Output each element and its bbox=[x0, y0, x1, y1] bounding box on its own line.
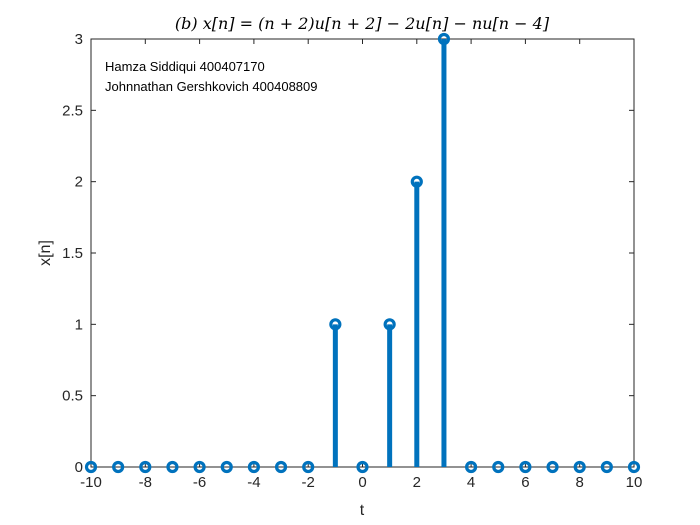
x-tick-label: 6 bbox=[521, 474, 529, 491]
stem-marker bbox=[166, 460, 179, 474]
plot-area bbox=[90, 38, 635, 468]
stem-marker bbox=[492, 460, 505, 474]
x-tick-label: -4 bbox=[247, 474, 260, 491]
x-tick-label: -6 bbox=[193, 474, 206, 491]
stem-marker bbox=[139, 460, 152, 474]
x-tick-label: 4 bbox=[467, 474, 475, 491]
stem-marker bbox=[627, 460, 641, 474]
stem-marker bbox=[193, 460, 206, 474]
stem-marker bbox=[410, 175, 423, 188]
stem-marker bbox=[600, 460, 613, 474]
stem-marker bbox=[383, 318, 396, 331]
x-axis-label: t bbox=[360, 502, 365, 519]
annotation-line-2: Johnnathan Gershkovich 400408809 bbox=[105, 79, 318, 94]
x-tick-label: 8 bbox=[576, 474, 584, 491]
y-tick-labels: 0 0.5 1 1.5 2 2.5 3 bbox=[62, 31, 83, 476]
x-tick-label: 2 bbox=[413, 474, 421, 491]
y-tick-label: 1.5 bbox=[62, 245, 83, 262]
stem-marker bbox=[220, 460, 233, 474]
stem-marker bbox=[356, 460, 369, 474]
y-tick-label: 2 bbox=[75, 174, 83, 191]
y-tick-label: 3 bbox=[75, 31, 83, 48]
stem-marker bbox=[329, 318, 342, 331]
stem-marker bbox=[437, 32, 451, 46]
y-axis-label: x[n] bbox=[37, 240, 54, 266]
x-tick-labels: -10 -8 -6 -4 -2 0 2 4 6 8 10 bbox=[80, 474, 642, 491]
stem-marker bbox=[112, 460, 125, 474]
y-tick-label: 1 bbox=[75, 316, 83, 333]
stem-marker bbox=[465, 460, 478, 474]
stem-marker bbox=[546, 460, 559, 474]
stem-marker bbox=[84, 460, 98, 474]
stem-marker bbox=[519, 460, 532, 474]
annotation-line-1: Hamza Siddiqui 400407170 bbox=[105, 59, 265, 74]
stem-marker bbox=[247, 460, 260, 474]
x-tick-label: 10 bbox=[626, 474, 643, 491]
y-tick-label: 2.5 bbox=[62, 102, 83, 119]
x-tick-label: -2 bbox=[302, 474, 315, 491]
stems bbox=[332, 39, 447, 467]
stem-marker bbox=[302, 460, 315, 474]
y-tick-label: 0.5 bbox=[62, 388, 83, 405]
y-tick-label: 0 bbox=[75, 459, 83, 476]
x-tick-label: -10 bbox=[80, 474, 102, 491]
stem-marker bbox=[573, 460, 586, 474]
chart-title: (b) x[n] = (n + 2)u[n + 2] − 2u[n] − nu[… bbox=[175, 14, 550, 33]
x-tick-label: -8 bbox=[139, 474, 152, 491]
stem-marker bbox=[274, 460, 288, 474]
markers bbox=[84, 32, 641, 474]
x-tick-label: 0 bbox=[358, 474, 366, 491]
